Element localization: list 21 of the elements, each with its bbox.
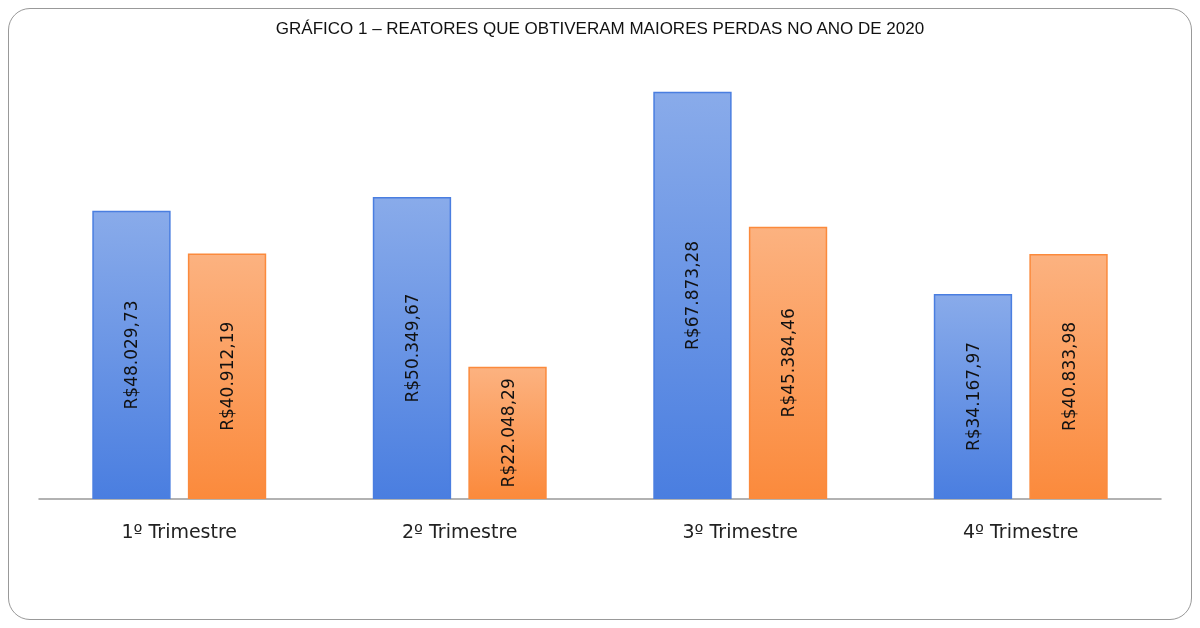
bar: [468, 366, 547, 499]
data-label: R$45.384,46: [778, 308, 799, 418]
data-label: R$40.833,98: [1058, 321, 1079, 432]
data-label: R$22.048,29: [497, 378, 518, 488]
x-tick-label: 4º Trimestre: [962, 519, 1079, 542]
bar: [748, 226, 828, 499]
data-label: R$34.167,97: [962, 341, 983, 452]
bar: [653, 91, 732, 499]
bar: [933, 293, 1013, 499]
bar: [187, 253, 267, 499]
data-label: R$48.029,73: [121, 300, 142, 410]
bar: [1029, 254, 1108, 499]
bar: [92, 210, 171, 499]
data-label: R$40.912,19: [217, 321, 238, 431]
data-label: R$50.349,67: [401, 293, 422, 403]
data-label: R$67.873,28: [682, 240, 703, 350]
bar: [372, 196, 452, 499]
x-tick-label: 1º Trimestre: [121, 519, 238, 542]
x-tick-label: 3º Trimestre: [682, 519, 799, 542]
x-tick-label: 2º Trimestre: [401, 519, 518, 542]
chart-title: GRÁFICO 1 – REATORES QUE OBTIVERAM MAIORES PERDAS NO ANO DE 2020: [275, 19, 925, 38]
